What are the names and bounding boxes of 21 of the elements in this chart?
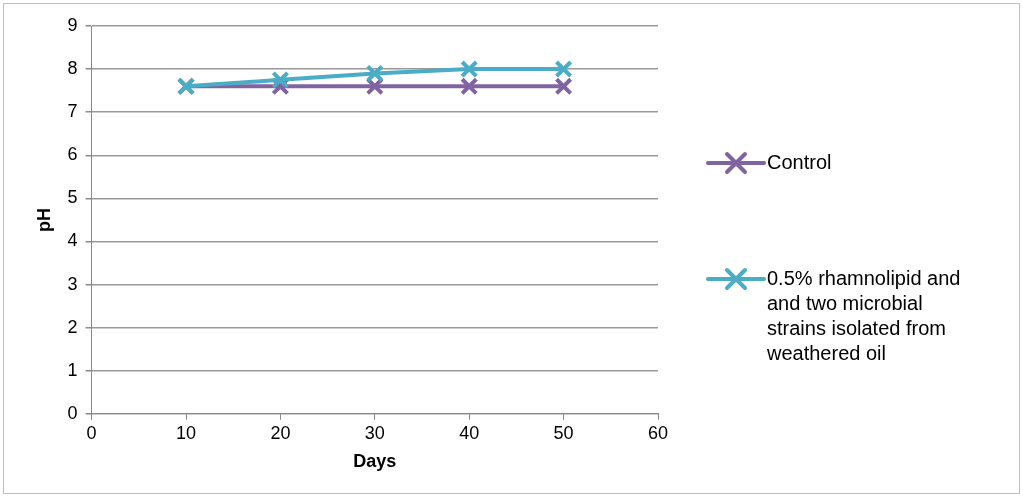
x-tick-label: 0: [86, 422, 97, 443]
x-tick-label: 30: [364, 422, 385, 443]
y-tick-label: 1: [67, 359, 78, 380]
y-tick-label: 4: [67, 230, 78, 251]
x-tick-label: 20: [270, 422, 291, 443]
y-tick-label: 7: [67, 101, 78, 122]
x-tick-label: 60: [647, 422, 669, 443]
y-tick-label: 0: [67, 402, 78, 423]
y-tick-label: 6: [67, 144, 78, 165]
x-axis-title: Days: [353, 451, 397, 472]
y-tick-label: 5: [67, 187, 78, 208]
legend-label: 0.5% rhamnolipid and and two microbial strains isolated from weathered oil: [767, 266, 962, 366]
legend-label: Control: [767, 150, 833, 175]
y-tick-label: 8: [67, 58, 78, 79]
x-tick-label: 40: [459, 422, 480, 443]
y-tick-label: 3: [67, 273, 78, 294]
y-tick-label: 2: [67, 316, 78, 337]
y-axis-title: pH: [33, 207, 54, 232]
x-tick-label: 10: [175, 422, 197, 443]
x-tick-label: 50: [553, 422, 574, 443]
y-tick-label: 9: [67, 14, 78, 35]
